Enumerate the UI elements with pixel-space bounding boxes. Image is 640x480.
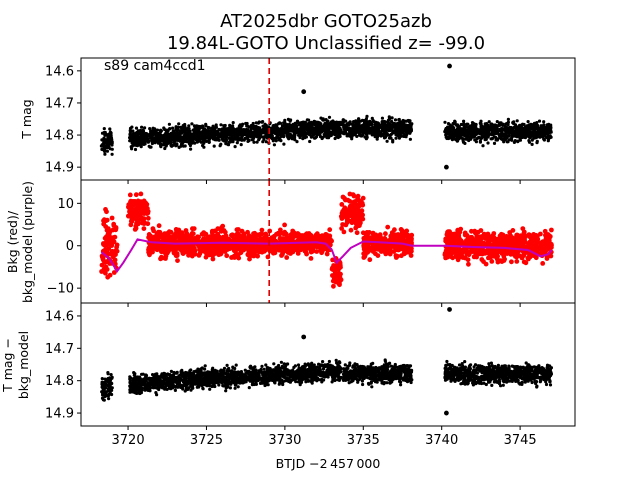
figure-title-line2: 19.84L-GOTO Unclassified z= -99.0 (167, 33, 485, 54)
bottom-xticks: 3720 3725 3730 3735 3740 3745 (112, 433, 537, 448)
panel-middle: −10 0 10 Bkg (red)/ bkg_model (purple) (5, 179, 576, 307)
top-yticks: 14.6 14.7 14.8 14.9 (45, 64, 521, 184)
top-plot-area (99, 58, 553, 180)
middle-ylabel-line2: bkg_model (purple) (20, 181, 35, 303)
top-segment-1 (128, 115, 343, 152)
middle-yticks: −10 0 10 (47, 197, 521, 307)
top-outlier-point (444, 164, 449, 170)
bottom-plot-area (100, 307, 554, 416)
top-segment-3 (443, 117, 553, 148)
middle-segment-4 (338, 191, 366, 236)
top-outlier-point (301, 89, 307, 95)
figure-title-line1: AT2025dbr GOTO25azb (220, 11, 432, 32)
bottom-ytick-label: 14.6 (45, 309, 74, 324)
bottom-ytick-label: 14.9 (45, 407, 74, 422)
middle-ytick-label: 10 (57, 197, 74, 212)
middle-ylabel-line1: Bkg (red)/ (5, 210, 20, 273)
top-ytick-label: 14.7 (45, 96, 74, 111)
top-segment-2 (341, 114, 414, 144)
middle-ytick-label: 0 (66, 239, 74, 254)
xtick-label: 3725 (190, 433, 223, 448)
top-ytick-label: 14.8 (45, 129, 74, 144)
bottom-outlier-point (447, 307, 452, 312)
bottom-segment-2 (341, 358, 414, 389)
top-ytick-label: 14.6 (45, 64, 74, 79)
middle-data-points (99, 180, 554, 303)
bottom-segment-1 (128, 358, 343, 397)
bottom-data-points (100, 307, 554, 416)
top-ytick-label: 14.9 (45, 161, 74, 176)
top-axes-frame (80, 57, 576, 181)
middle-plot-area (99, 180, 554, 303)
bkg-model-line (100, 238, 553, 273)
top-outlier-point (447, 63, 452, 69)
bottom-outlier-point (444, 410, 449, 416)
bottom-segment-3 (443, 359, 554, 389)
bottom-axes-frame (80, 302, 576, 427)
top-data-points (99, 58, 553, 180)
xtick-label: 3720 (112, 433, 145, 448)
bottom-ytick-label: 14.7 (45, 342, 74, 357)
xtick-label: 3735 (347, 433, 380, 448)
xtick-label: 3730 (268, 433, 301, 448)
x-axis-label: BTJD −2 457 000 (276, 456, 381, 471)
top-ylabel: T mag (19, 99, 34, 139)
bottom-segment-0 (100, 371, 114, 402)
middle-ytick-label: −10 (47, 282, 74, 297)
bottom-ylabel-line2: bkg_model (16, 331, 31, 399)
panel-top: 14.6 14.7 14.8 14.9 s89 cam4ccd1 T mag (19, 57, 576, 184)
xtick-label: 3745 (504, 433, 537, 448)
bottom-ylabel-line1: T mag − (0, 338, 15, 393)
top-segment-0 (99, 127, 114, 156)
bottom-ytick-label: 14.8 (45, 374, 74, 389)
panel-bottom: 14.6 14.7 14.8 14.9 3720 3725 3730 3735 3740 374… (0, 302, 576, 448)
xtick-label: 3740 (425, 433, 458, 448)
bottom-outlier-point (301, 334, 307, 340)
sector-camera-annotation: s89 cam4ccd1 (104, 58, 206, 74)
middle-segment-1 (125, 191, 151, 232)
bottom-yticks: 14.6 14.7 14.8 14.9 (45, 309, 521, 430)
